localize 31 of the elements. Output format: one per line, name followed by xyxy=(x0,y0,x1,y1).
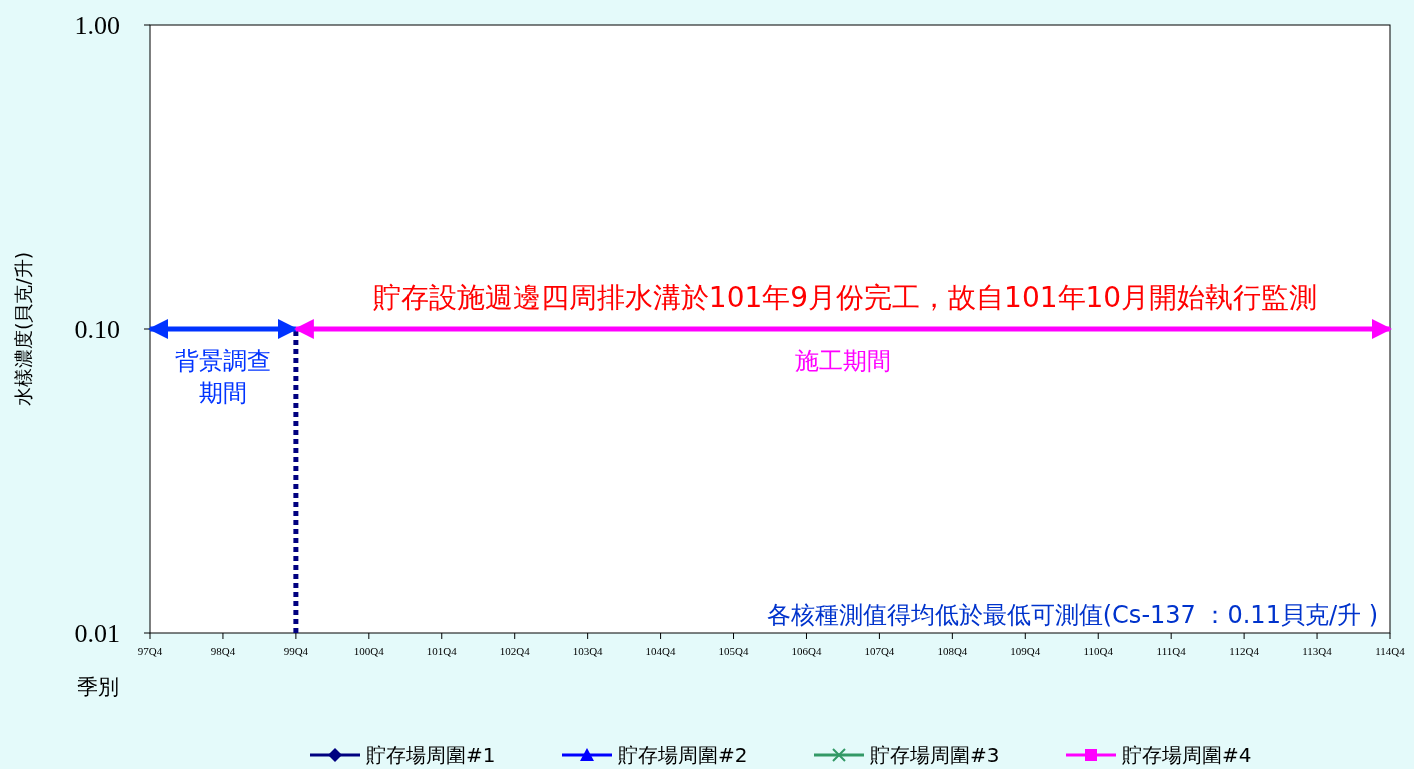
x-tick-label: 110Q4 xyxy=(1083,645,1114,657)
x-tick-label: 107Q4 xyxy=(864,645,895,657)
y-axis-title: 水樣濃度(貝克/升) xyxy=(12,251,34,407)
annotation: 各核種測值得均低於最低可測值(Cs-137 ：0.11貝克/升 ) xyxy=(766,601,1378,629)
annotation: 施工期間 xyxy=(794,347,891,375)
x-tick-label: 114Q4 xyxy=(1375,645,1406,657)
x-tick-label: 113Q4 xyxy=(1302,645,1333,657)
x-axis-title: 季別 xyxy=(77,675,119,699)
y-tick-label: 0.01 xyxy=(74,619,120,648)
x-tick-label: 99Q4 xyxy=(283,645,309,657)
x-tick-label: 103Q4 xyxy=(572,645,604,657)
x-tick-label: 97Q4 xyxy=(137,645,163,657)
legend-label: 貯存場周圍#4 xyxy=(1122,743,1252,767)
x-tick-label: 100Q4 xyxy=(353,645,385,657)
x-tick-label: 108Q4 xyxy=(937,645,968,657)
x-tick-label: 112Q4 xyxy=(1229,645,1260,657)
x-tick-label: 105Q4 xyxy=(718,645,749,657)
x-tick-label: 109Q4 xyxy=(1010,645,1041,657)
legend-label: 貯存場周圍#1 xyxy=(366,743,496,767)
x-tick-label: 104Q4 xyxy=(645,645,677,657)
x-tick-label: 98Q4 xyxy=(210,645,236,657)
legend-label: 貯存場周圍#2 xyxy=(618,743,748,767)
annotation: 背景調查期間 xyxy=(174,347,271,407)
x-tick-label: 106Q4 xyxy=(791,645,822,657)
annotation: 貯存設施週邊四周排水溝於101年9月份完工，故自101年10月開始執行監測 xyxy=(372,281,1318,314)
legend-label: 貯存場周圍#3 xyxy=(870,743,1000,767)
x-tick-label: 101Q4 xyxy=(426,645,458,657)
x-tick-label: 111Q4 xyxy=(1156,645,1187,657)
y-tick-label: 1.00 xyxy=(74,11,120,40)
y-tick-label: 0.10 xyxy=(74,315,120,344)
x-tick-label: 102Q4 xyxy=(499,645,531,657)
